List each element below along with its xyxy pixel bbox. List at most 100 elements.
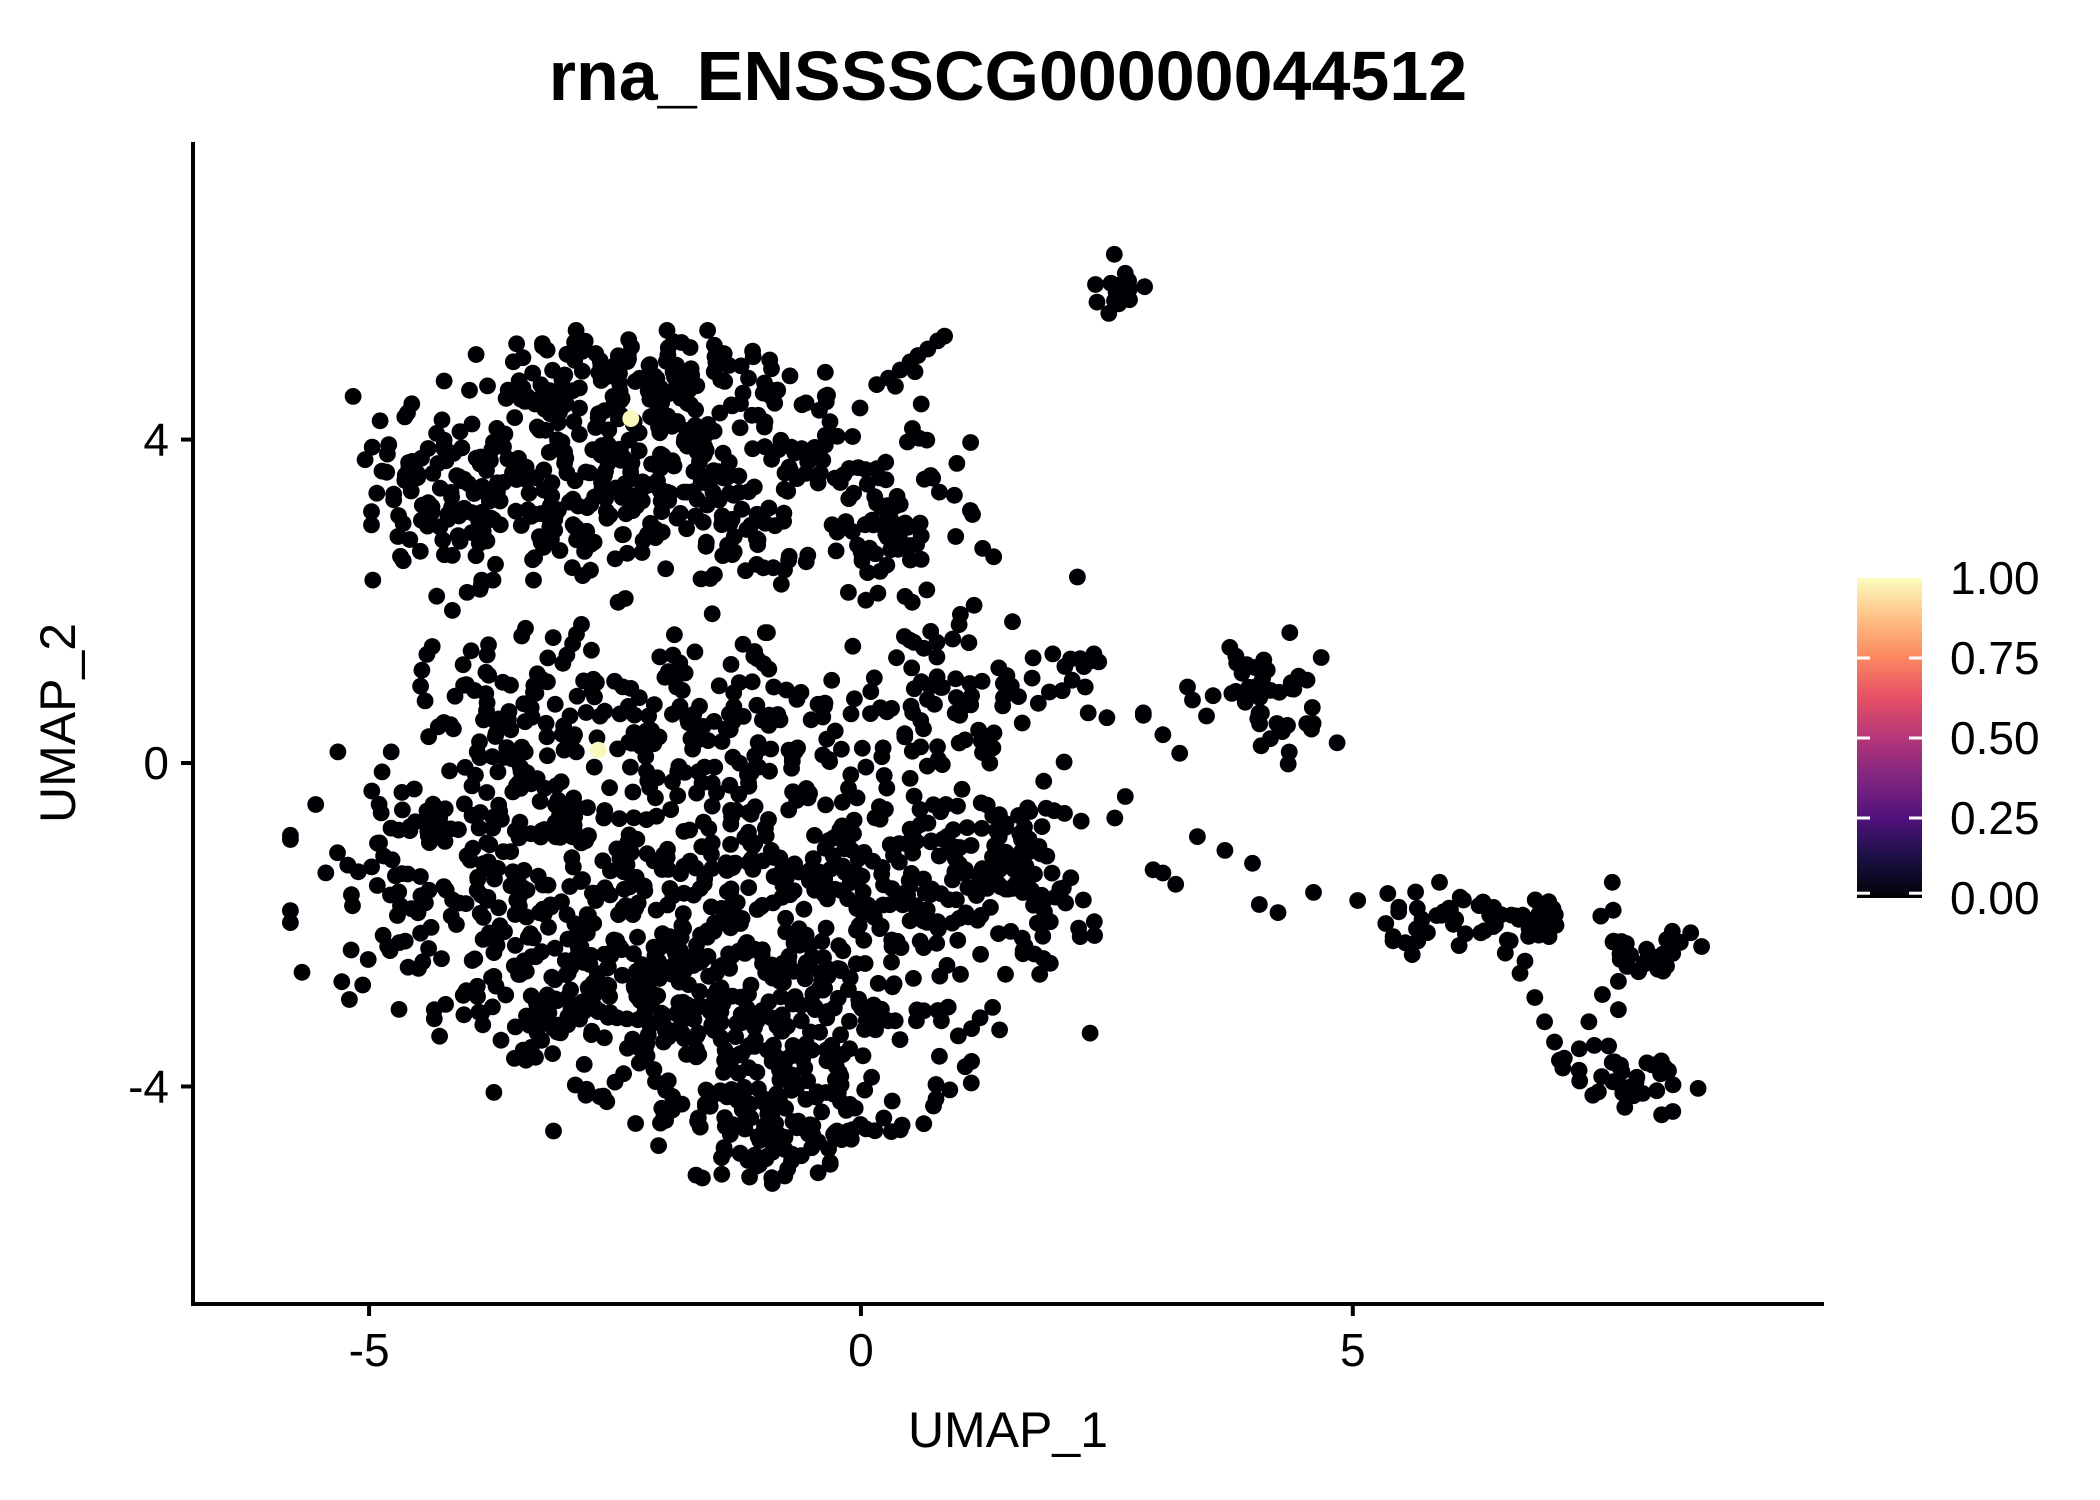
data-point — [780, 551, 797, 569]
data-point — [829, 960, 847, 977]
data-point — [597, 490, 614, 507]
data-point — [1455, 891, 1472, 909]
data-point — [809, 474, 827, 492]
data-point — [866, 1122, 884, 1140]
data-point — [555, 717, 572, 735]
data-point — [855, 931, 873, 949]
data-point — [763, 1175, 781, 1192]
data-point — [1555, 1049, 1573, 1067]
data-point — [1390, 903, 1408, 921]
data-point — [924, 469, 942, 487]
data-point — [1250, 896, 1268, 913]
data-point — [566, 472, 584, 490]
data-point — [732, 357, 750, 375]
data-point — [363, 438, 381, 456]
data-point — [1116, 788, 1134, 805]
data-point — [1041, 954, 1059, 972]
colorbar-label: 1.00 — [1950, 552, 2040, 604]
data-point — [1076, 678, 1094, 696]
data-point — [715, 1064, 732, 1081]
x-tick-label: 5 — [1340, 1324, 1366, 1376]
data-point — [882, 541, 900, 559]
data-point — [990, 659, 1008, 677]
data-point — [903, 659, 921, 677]
x-axis-title: UMAP_1 — [908, 1402, 1108, 1458]
data-point — [949, 931, 967, 949]
data-point — [666, 626, 683, 644]
data-point — [1087, 276, 1104, 293]
data-point — [713, 516, 731, 533]
data-point — [444, 602, 461, 619]
data-point — [539, 649, 557, 667]
data-point — [821, 1155, 839, 1173]
data-point — [1689, 1080, 1707, 1097]
data-point — [341, 991, 358, 1008]
data-point — [740, 483, 757, 501]
data-point — [1501, 932, 1519, 950]
data-point — [796, 1059, 814, 1077]
data-point — [1606, 1053, 1624, 1071]
data-point — [775, 974, 792, 991]
data-point — [487, 725, 505, 742]
data-point — [776, 1141, 794, 1158]
data-point — [317, 864, 335, 882]
data-point — [443, 488, 460, 506]
data-point — [1510, 910, 1528, 928]
data-point — [564, 858, 582, 876]
data-point — [373, 763, 391, 781]
data-point — [883, 931, 901, 949]
data-point — [665, 333, 682, 351]
data-point — [394, 801, 411, 819]
data-point — [699, 732, 717, 749]
data-point — [1004, 613, 1021, 631]
data-point — [371, 412, 389, 430]
data-point — [668, 356, 685, 374]
data-point — [344, 897, 361, 915]
data-point — [1457, 925, 1474, 943]
data-point — [458, 676, 475, 693]
data-point — [912, 395, 930, 413]
data-point — [644, 969, 662, 987]
data-point — [845, 811, 863, 829]
data-point — [778, 681, 795, 699]
data-point — [722, 899, 739, 917]
data-point — [610, 906, 627, 923]
data-point — [583, 682, 601, 700]
data-point — [918, 431, 936, 449]
data-point — [749, 536, 767, 553]
data-point — [1653, 1106, 1670, 1124]
data-point — [1062, 869, 1080, 887]
data-point — [904, 704, 922, 721]
data-point — [858, 475, 876, 493]
data-point — [1010, 807, 1027, 824]
data-point — [1303, 699, 1321, 716]
data-point — [606, 672, 623, 690]
data-point — [857, 591, 875, 609]
data-point — [733, 1101, 751, 1119]
data-point — [786, 855, 803, 873]
data-point — [420, 940, 437, 957]
data-point — [744, 348, 762, 366]
data-point — [522, 699, 540, 717]
data-point — [578, 1080, 595, 1098]
data-point — [635, 877, 653, 895]
data-point — [664, 1088, 681, 1105]
data-point — [688, 784, 705, 802]
data-point — [617, 505, 635, 523]
data-point — [841, 1012, 858, 1030]
data-point — [615, 863, 632, 881]
data-point — [412, 868, 429, 885]
data-point — [872, 498, 890, 516]
data-point — [596, 1029, 613, 1047]
data-point — [697, 1097, 714, 1115]
data-point — [1045, 802, 1063, 820]
data-point — [775, 504, 793, 522]
data-point — [513, 627, 531, 645]
data-point — [486, 870, 503, 888]
data-point — [850, 990, 868, 1008]
data-point — [724, 546, 741, 563]
data-point — [872, 699, 889, 717]
data-point — [1305, 884, 1322, 901]
data-point — [383, 851, 401, 869]
data-point — [1136, 278, 1153, 296]
